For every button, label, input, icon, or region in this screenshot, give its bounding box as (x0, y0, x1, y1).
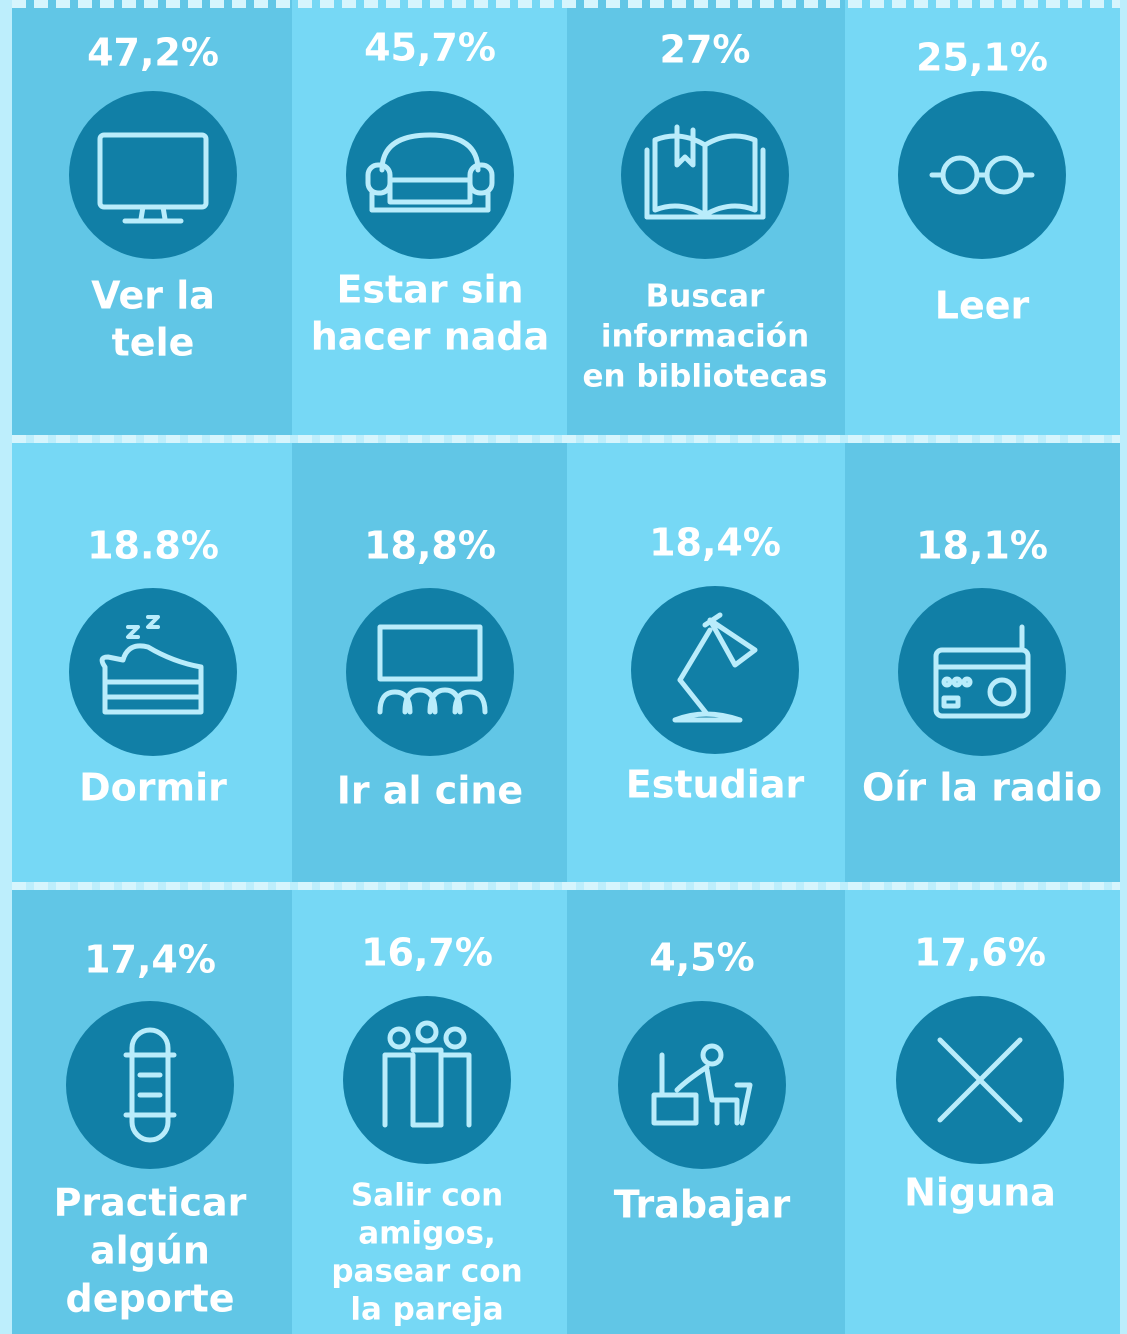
activity-label: la pareja (350, 1292, 503, 1328)
activity-label: pasear con (331, 1254, 522, 1290)
percentage: 17,6% (914, 931, 1046, 975)
icon-circle (631, 586, 799, 754)
activity-label: Ir al cine (337, 769, 523, 813)
activity-label: Buscar (646, 279, 765, 315)
activity-label: Niguna (904, 1171, 1056, 1215)
icon-circle (346, 91, 514, 259)
icon-circle (69, 588, 237, 756)
activity-label: tele (112, 321, 195, 365)
percentage: 25,1% (916, 36, 1048, 80)
percentage: 45,7% (364, 26, 496, 70)
activity-label: hacer nada (311, 315, 550, 359)
percentage: 18,4% (649, 521, 781, 565)
percentage: 16,7% (361, 931, 493, 975)
activity-label: Ver la (91, 274, 215, 318)
activity-label: algún (90, 1229, 210, 1273)
activity-label: amigos, (358, 1216, 496, 1252)
icon-circle (898, 588, 1066, 756)
percentage: 4,5% (649, 936, 754, 980)
activity-label: en bibliotecas (582, 359, 827, 395)
activity-label: información (601, 319, 809, 355)
activity-label: deporte (66, 1277, 235, 1321)
icon-circle (69, 91, 237, 259)
icon-circle (346, 588, 514, 756)
activity-label: Oír la radio (862, 766, 1102, 810)
activity-label: Estudiar (626, 763, 805, 807)
activity-label: Leer (935, 284, 1030, 328)
icon-circle (66, 1001, 234, 1169)
activity-label: Practicar (54, 1181, 247, 1225)
activity-label: Salir con (351, 1178, 503, 1214)
percentage: 18,1% (916, 524, 1048, 568)
percentage: 18,8% (364, 524, 496, 568)
activity-label: Dormir (79, 766, 227, 810)
icons (97, 124, 1035, 1143)
percentage: 18.8% (87, 524, 219, 568)
percentage: 47,2% (87, 31, 219, 75)
activity-label: Trabajar (614, 1183, 791, 1227)
percentage: 27% (660, 28, 751, 72)
icon-circle (618, 1001, 786, 1169)
percentage: 17,4% (84, 938, 216, 982)
activity-label: Estar sin (336, 268, 523, 312)
